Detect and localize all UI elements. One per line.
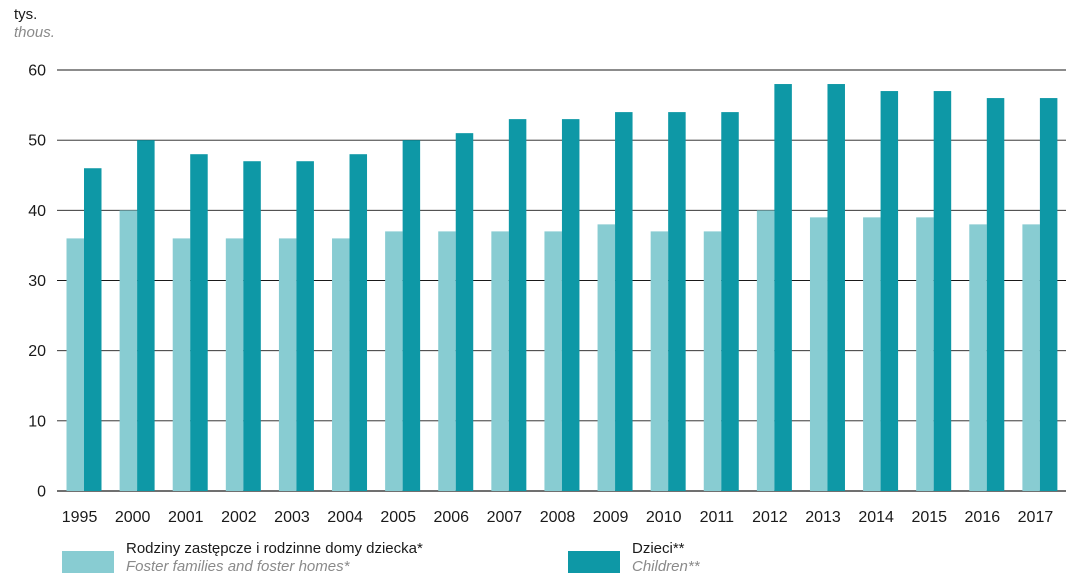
x-tick-label: 2002 [221,509,257,526]
x-tick-label: 2017 [1018,509,1054,526]
bar-foster [332,238,350,491]
bar-foster [278,238,297,491]
bar-foster [385,231,403,491]
bar-children [190,154,208,491]
x-tick-label: 2012 [752,509,788,526]
bar-children [615,112,633,491]
x-tick-label: 2015 [911,509,947,526]
y-tick-label: 50 [28,133,46,150]
bar-children [349,154,368,491]
bar-chart: 0 10 20 30 40 50 60 1995 2000 2001 2002 2003 2004 200… [28,63,1066,526]
legend-label-children-en: Children** [632,558,700,575]
legend-label-foster: Rodziny zastępcze i rodzinne domy dzieck… [126,540,423,557]
y-axis-unit-en: thous. [14,24,55,41]
x-tick-label: 2003 [274,509,310,526]
x-tick-label: 2014 [858,509,894,526]
bar-children [561,119,580,491]
bar-children [296,161,314,491]
x-tick-label: 2005 [380,509,416,526]
bar-children [455,133,474,491]
bar-children [84,168,102,491]
bar-foster [916,217,934,491]
x-tick-label: 2001 [168,509,204,526]
x-tick-label: 2016 [965,509,1001,526]
x-tick-label: 1995 [62,509,98,526]
y-tick-label: 20 [28,343,46,360]
bar-children [933,91,952,492]
x-tick-label: 2011 [700,509,735,526]
bar-foster [172,238,191,491]
x-tick-label: 2006 [433,509,469,526]
legend-item-foster: Rodziny zastępcze i rodzinne domy dzieck… [62,540,423,576]
legend-item-children: Dzieci** Children** [568,540,700,576]
legend-label-foster-en: Foster families and foster homes* [126,558,350,575]
x-tick-label: 2008 [540,509,576,526]
bar-foster [969,224,987,491]
legend-label-children: Dzieci** [632,540,685,557]
bar-foster [863,217,881,491]
bar-foster [809,217,828,491]
bar-children [668,112,686,491]
bar-children [880,91,899,492]
bar-children [137,140,155,491]
bar-foster [438,231,456,491]
bar-foster [1022,224,1040,491]
bar-foster [650,231,669,491]
y-tick-label: 60 [28,63,46,80]
bar-children [774,84,792,492]
bar-children [1039,98,1058,492]
bar-foster [756,210,775,492]
bar-foster [544,231,562,491]
x-tick-label: 2009 [593,509,629,526]
legend-swatch-children [568,551,620,573]
bar-foster [703,231,722,491]
x-tick-label: 2007 [487,509,523,526]
legend-swatch-foster [62,551,114,573]
x-tick-label: 2000 [115,509,151,526]
y-tick-label: 40 [28,203,46,220]
bar-children [508,119,527,491]
bar-foster [119,210,138,492]
bar-children [721,112,739,491]
bar-children [402,140,421,491]
bar-children [827,84,845,492]
bar-foster [225,238,244,491]
y-tick-label: 10 [28,413,46,430]
bar-children [986,98,1005,492]
bar-foster [597,224,616,491]
bar-foster [66,238,84,491]
x-tick-label: 2004 [327,509,363,526]
bar-children [243,161,261,491]
y-axis-unit: tys. thous. [14,6,55,42]
y-tick-label: 0 [37,484,46,501]
bar-foster [491,231,509,491]
y-axis-unit-pl: tys. [14,6,38,23]
x-tick-label: 2013 [805,509,841,526]
x-tick-label: 2010 [646,509,682,526]
y-tick-label: 30 [28,273,46,290]
